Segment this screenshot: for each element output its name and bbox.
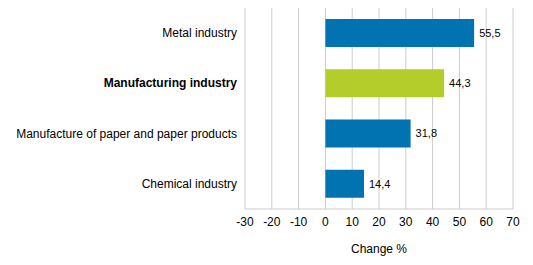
svg-text:Manufacture of paper and paper: Manufacture of paper and paper products [16, 127, 237, 141]
svg-text:20: 20 [372, 215, 386, 229]
svg-text:-10: -10 [290, 215, 308, 229]
svg-text:Manufacturing industry: Manufacturing industry [104, 76, 238, 90]
svg-text:55,5: 55,5 [479, 27, 500, 39]
svg-text:60: 60 [480, 215, 494, 229]
svg-text:50: 50 [453, 215, 467, 229]
svg-text:40: 40 [426, 215, 440, 229]
svg-text:Metal industry: Metal industry [162, 26, 237, 40]
svg-text:0: 0 [322, 215, 329, 229]
svg-text:31,8: 31,8 [416, 127, 437, 139]
svg-text:30: 30 [399, 215, 413, 229]
svg-text:Change %: Change % [351, 242, 407, 256]
svg-text:Chemical industry: Chemical industry [142, 177, 237, 191]
svg-text:-20: -20 [263, 215, 281, 229]
svg-text:44,3: 44,3 [449, 77, 470, 89]
svg-text:14,4: 14,4 [369, 178, 390, 190]
svg-text:10: 10 [346, 215, 360, 229]
svg-text:70: 70 [506, 215, 520, 229]
svg-text:-30: -30 [236, 215, 254, 229]
